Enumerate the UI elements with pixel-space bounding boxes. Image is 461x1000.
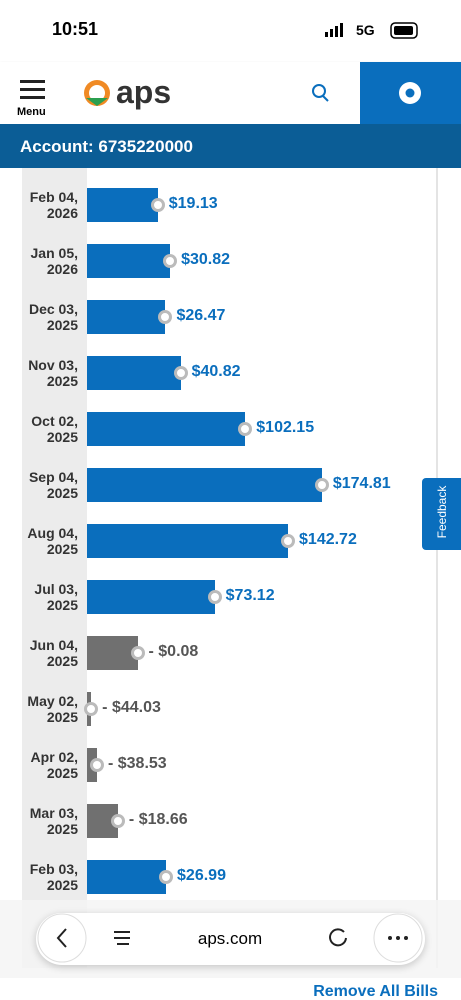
value-label: $174.81 xyxy=(332,475,391,492)
bar xyxy=(87,244,171,278)
bar-end-dot xyxy=(314,478,329,492)
bar-end-dot xyxy=(281,534,296,548)
value-label: $30.82 xyxy=(181,251,231,268)
value-label: $26.47 xyxy=(176,307,226,324)
feedback-label[interactable]: Feedback xyxy=(435,485,449,539)
y-tick-label: Oct 02, 2025 xyxy=(31,413,78,445)
bar-end-dot xyxy=(163,254,178,268)
bar-end-dot xyxy=(238,422,253,436)
value-label: - $44.03 xyxy=(102,699,161,716)
bar xyxy=(87,860,167,894)
bar xyxy=(87,636,138,670)
browser-icons xyxy=(37,913,423,963)
y-tick-label: Apr 02, 2025 xyxy=(30,749,78,781)
account-number: Account: 6735220000 xyxy=(20,137,193,156)
header-icons xyxy=(20,62,461,124)
status-network: 5G xyxy=(356,22,375,38)
y-tick-label: Feb 04, 2026 xyxy=(29,189,78,221)
value-label: $73.12 xyxy=(225,587,275,604)
bar-end-dot xyxy=(110,814,125,828)
value-label: - $18.66 xyxy=(128,811,188,828)
y-tick-label: Aug 04, 2025 xyxy=(27,525,78,557)
bar xyxy=(87,188,158,222)
value-label: $19.13 xyxy=(168,195,218,212)
bar xyxy=(87,300,166,334)
bar xyxy=(87,356,181,390)
y-tick-label: Feb 03, 2025 xyxy=(29,861,78,893)
bar-end-dot xyxy=(130,646,145,660)
value-label: $142.72 xyxy=(299,531,357,548)
y-tick-label: Sep 04, 2025 xyxy=(28,469,78,501)
bar-end-dot xyxy=(84,702,99,716)
value-label: $102.15 xyxy=(256,419,315,436)
y-tick-label: Jul 03, 2025 xyxy=(34,581,78,613)
feedback-tab[interactable] xyxy=(422,478,461,550)
y-tick-label: Jan 05, 2026 xyxy=(30,245,78,277)
value-label: $40.82 xyxy=(191,363,241,380)
y-tick-label: Dec 03, 2025 xyxy=(28,301,78,333)
value-label: - $38.53 xyxy=(107,755,167,772)
bar-end-dot xyxy=(207,590,222,604)
bar xyxy=(87,580,215,614)
y-tick-label: May 02, 2025 xyxy=(27,693,78,725)
label-column xyxy=(22,168,87,968)
y-tick-label: Mar 03, 2025 xyxy=(29,805,78,837)
browser-bar xyxy=(36,913,425,965)
plot-border xyxy=(436,168,438,968)
logo[interactable]: aps xyxy=(116,74,172,110)
bar-end-dot xyxy=(173,366,188,380)
bar xyxy=(87,412,246,446)
status-time: 10:51 xyxy=(52,19,99,39)
bar-end-dot xyxy=(158,310,173,324)
bar xyxy=(87,468,322,502)
value-label: $26.99 xyxy=(177,867,226,884)
menu-label[interactable]: Menu xyxy=(17,106,46,118)
status-icons xyxy=(325,22,418,39)
y-tick-label: Jun 04, 2025 xyxy=(29,637,78,669)
bar-end-dot xyxy=(89,758,104,772)
value-label: - $0.08 xyxy=(148,643,199,660)
bar-end-dot xyxy=(159,870,174,884)
bar-end-dot xyxy=(150,198,165,212)
remove-all-link[interactable]: Remove All Bills xyxy=(313,983,438,1000)
bar xyxy=(87,524,289,558)
y-tick-label: Nov 03, 2025 xyxy=(28,357,78,389)
account-bar xyxy=(0,124,461,168)
browser-url[interactable]: aps.com xyxy=(197,929,263,948)
